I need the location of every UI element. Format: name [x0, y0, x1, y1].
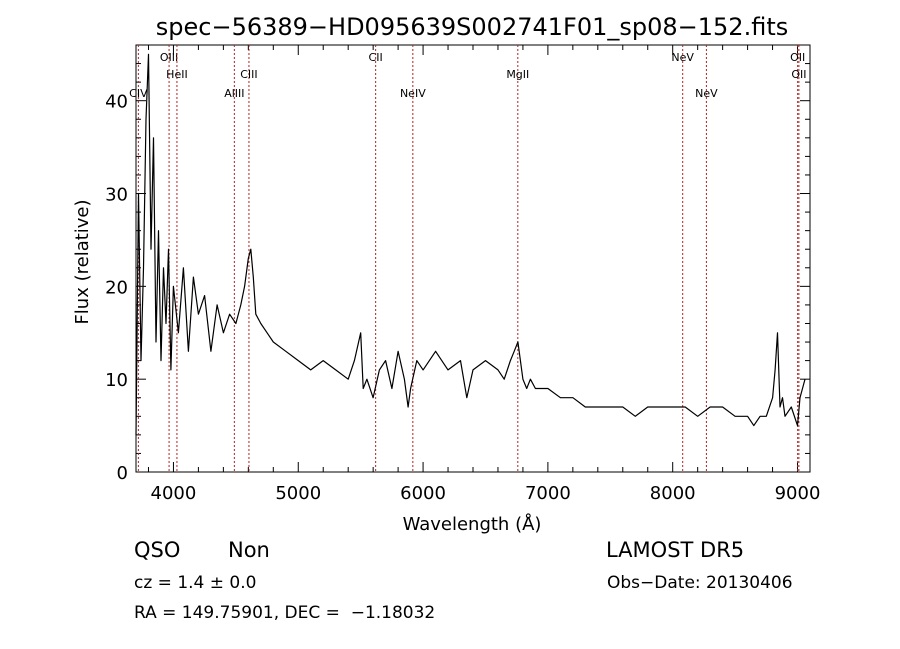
- emission-line-label: OII: [790, 51, 805, 64]
- emission-line-label: OIII: [160, 51, 178, 64]
- y-tick-label: 30: [105, 185, 128, 206]
- emission-line-label: HeII: [166, 68, 188, 81]
- x-tick-label: 8000: [650, 483, 696, 504]
- observation-date: Obs−Date: 20130406: [607, 573, 793, 593]
- emission-line-label: NeV: [695, 87, 718, 100]
- emission-line-markers: CIV OIII HeII AlIII CIII CII NeIV MgII NeV NeV OII…: [129, 45, 806, 472]
- emission-line-label: CIII: [240, 68, 257, 81]
- y-axis-label: Flux (relative): [72, 199, 93, 324]
- object-subclass: Non: [228, 538, 270, 562]
- x-tick-label: 5000: [275, 483, 321, 504]
- y-tick-label: 0: [117, 463, 128, 484]
- x-axis-label: Wavelength (Å): [403, 513, 542, 535]
- emission-line-label: NeIV: [400, 87, 426, 100]
- emission-line-label: OII: [791, 68, 806, 81]
- axes: 4000 5000 6000 7000 8000 9000 0 10 20 30 40: [105, 44, 821, 504]
- x-tick-label: 7000: [525, 483, 571, 504]
- spectrum-series: [135, 53, 806, 435]
- survey-name: LAMOST DR5: [606, 538, 745, 562]
- x-tick-label: 6000: [400, 483, 446, 504]
- spectrum-line: [135, 53, 806, 435]
- x-tick-label: 9000: [775, 483, 821, 504]
- redshift-cz: cz = 1.4 ± 0.0: [134, 573, 257, 593]
- ra-dec-coordinates: RA = 149.75901, DEC = −1.18032: [134, 603, 436, 623]
- emission-line-label: AlIII: [224, 87, 244, 100]
- object-class: QSO: [134, 538, 181, 562]
- emission-line-label: MgII: [506, 68, 529, 81]
- y-tick-label: 20: [105, 277, 128, 298]
- chart-title: spec−56389−HD095639S002741F01_sp08−152.f…: [156, 13, 788, 41]
- emission-line-label: NeV: [671, 51, 694, 64]
- y-tick-label: 40: [105, 92, 128, 113]
- emission-line-label: CIV: [129, 87, 148, 100]
- emission-line-label: CII: [369, 51, 383, 64]
- y-tick-label: 10: [105, 370, 128, 391]
- spectrum-chart: spec−56389−HD095639S002741F01_sp08−152.f…: [72, 13, 821, 535]
- x-tick-label: 4000: [151, 483, 197, 504]
